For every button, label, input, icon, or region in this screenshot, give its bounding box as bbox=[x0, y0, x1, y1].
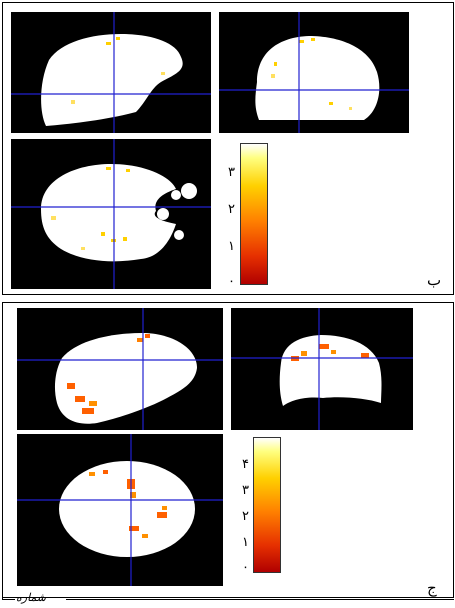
coronal-brain-c bbox=[231, 308, 413, 430]
figure-panel-b: ۳ ۲ ۱ ۰ ب bbox=[2, 2, 454, 295]
coronal-view-c bbox=[231, 308, 413, 430]
colorbar-tick: ۱ bbox=[242, 535, 249, 550]
colorbar-tick: ۲ bbox=[242, 509, 249, 524]
colorbar-tick: ۰ bbox=[242, 560, 249, 575]
figure-panel-c: ۴ ۳ ۲ ۱ ۰ ج bbox=[2, 302, 454, 598]
colorbar-b bbox=[240, 143, 268, 285]
colorbar-c bbox=[253, 437, 281, 573]
panel-label-c: ج bbox=[427, 579, 437, 597]
sagittal-view-b bbox=[11, 12, 211, 133]
axial-view-b bbox=[11, 139, 211, 289]
colorbar-tick: ۴ bbox=[242, 457, 249, 472]
colorbar-tick: ۳ bbox=[228, 165, 235, 180]
footer-rule bbox=[66, 599, 454, 600]
journal-footer-text: شماره bbox=[16, 591, 47, 604]
axial-brain-c bbox=[17, 434, 223, 586]
coronal-brain-b bbox=[219, 12, 409, 133]
panel-label-b: ب bbox=[427, 271, 442, 289]
sagittal-brain-c bbox=[17, 308, 223, 430]
coronal-view-b bbox=[219, 12, 409, 133]
sagittal-view-c bbox=[17, 308, 223, 430]
footer-corner bbox=[2, 590, 15, 600]
colorbar-tick: ۱ bbox=[228, 239, 235, 254]
axial-view-c bbox=[17, 434, 223, 586]
sagittal-brain-b bbox=[11, 12, 211, 133]
colorbar-tick: ۰ bbox=[228, 274, 235, 289]
colorbar-tick: ۳ bbox=[242, 483, 249, 498]
colorbar-tick: ۲ bbox=[228, 202, 235, 217]
axial-brain-b bbox=[11, 139, 211, 289]
